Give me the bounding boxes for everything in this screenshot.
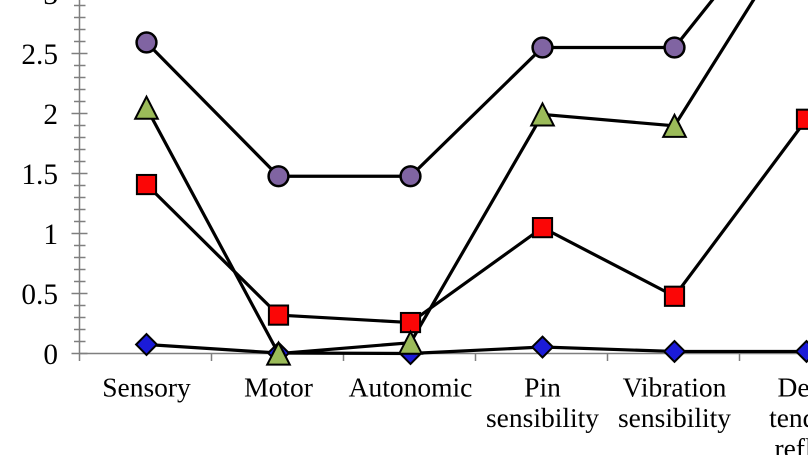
svg-text:2: 2 [43,99,58,131]
svg-text:2.5: 2.5 [21,39,58,71]
svg-text:reflex: reflex [774,432,808,455]
svg-text:0: 0 [43,339,58,371]
svg-text:tendon: tendon [769,402,808,433]
svg-text:Sensory: Sensory [102,371,191,402]
svg-text:1: 1 [43,219,58,251]
svg-text:0.5: 0.5 [21,279,58,311]
svg-text:sensibility: sensibility [486,402,599,433]
svg-text:3: 3 [43,0,58,11]
svg-text:sensibility: sensibility [618,402,731,433]
svg-text:Deep: Deep [777,371,808,402]
svg-text:Vibration: Vibration [623,371,727,402]
svg-text:1.5: 1.5 [21,159,58,191]
svg-text:Pin: Pin [524,371,561,402]
svg-text:Motor: Motor [244,371,313,402]
svg-text:Autonomic: Autonomic [349,371,473,402]
